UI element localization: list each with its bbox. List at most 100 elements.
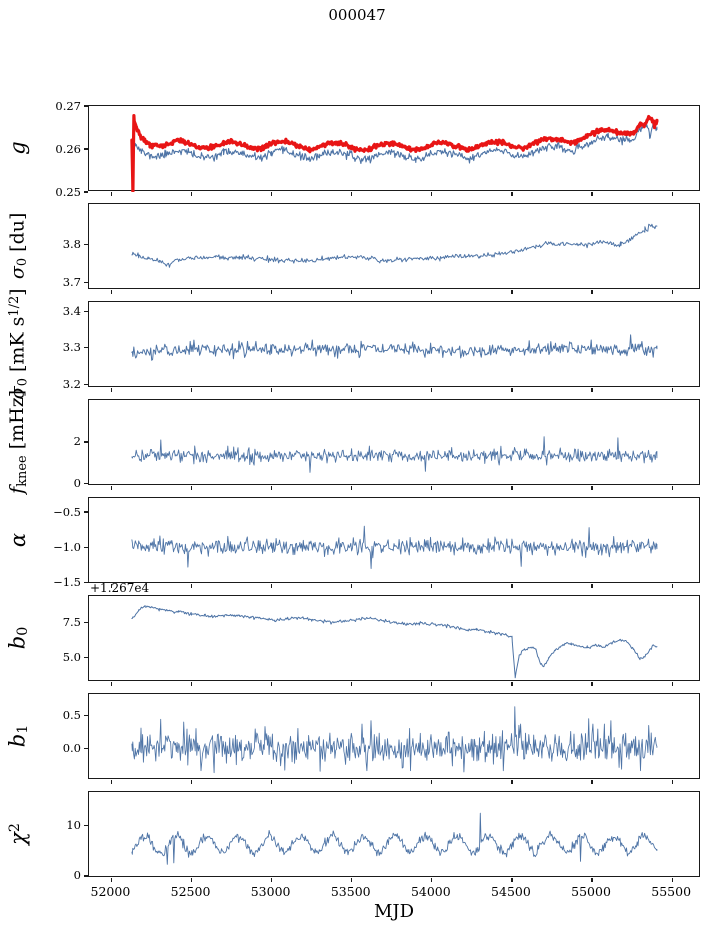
x-tick xyxy=(431,682,433,686)
y-axis-label-fknee: fknee [mHz] xyxy=(1,390,35,494)
x-tick xyxy=(671,780,673,784)
label-segment: f xyxy=(6,486,29,494)
y-tick xyxy=(84,281,88,283)
y-tick-label: −1.0 xyxy=(53,539,81,554)
y-tick-label: 0 xyxy=(73,868,81,883)
x-tick-label: 53500 xyxy=(330,884,371,899)
label-segment: [mK s xyxy=(6,316,29,379)
y-tick xyxy=(84,191,88,193)
x-tick-label: 55500 xyxy=(651,884,692,899)
x-tick xyxy=(511,388,513,392)
y-tick-label: 0.27 xyxy=(55,98,81,113)
y-tick xyxy=(84,748,88,750)
y-axis-label-text: b0 xyxy=(5,627,31,650)
x-tick xyxy=(671,878,673,882)
x-tick xyxy=(671,682,673,686)
y-axis-label-sigma0-mKs: σ0 [mK s1/2] xyxy=(1,289,35,400)
figure-title: 000047 xyxy=(328,6,386,24)
label-segment: b xyxy=(5,733,30,748)
x-tick xyxy=(591,486,593,490)
x-tick xyxy=(431,290,433,294)
y-tick-label: 3.8 xyxy=(62,236,81,251)
y-axis-label-text: g xyxy=(6,141,30,154)
panel-g-plot xyxy=(130,114,659,192)
label-segment: 0 xyxy=(14,626,31,636)
label-segment: σ xyxy=(6,266,29,280)
x-tick xyxy=(271,388,273,392)
panel-fknee: 0 2 fknee [mHz] xyxy=(6,390,700,494)
g-blue-line xyxy=(131,120,658,165)
x-tick xyxy=(190,878,193,882)
x-tick-label: 54000 xyxy=(410,884,451,899)
x-tick xyxy=(110,780,113,784)
panel-sigma0-du: 3.7 3.8 σ0 [du] xyxy=(6,203,700,294)
y-tick xyxy=(84,581,88,584)
y-tick-label: 10 xyxy=(66,817,81,832)
y-tick-label: 0.0 xyxy=(62,741,81,756)
x-tick xyxy=(110,388,113,392)
x-tick xyxy=(511,878,513,882)
x-tick xyxy=(110,486,113,490)
alpha-line xyxy=(131,525,658,569)
x-tick xyxy=(271,878,273,882)
x-tick xyxy=(431,486,433,490)
x-tick xyxy=(431,584,433,588)
x-axis-label: MJD xyxy=(373,901,415,922)
sigma0-mks-line xyxy=(131,334,658,361)
label-segment: b xyxy=(5,635,30,650)
x-tick xyxy=(271,584,273,588)
label-segment: 1 xyxy=(14,724,31,734)
x-tick xyxy=(271,682,273,686)
x-tick xyxy=(591,290,593,294)
x-tick-label: 55000 xyxy=(571,884,611,899)
x-tick xyxy=(591,192,593,196)
x-tick xyxy=(671,192,673,196)
x-tick xyxy=(190,192,193,196)
y-tick-label: 3.4 xyxy=(62,303,81,318)
panel-b1: 0.0 0.5 b1 xyxy=(5,693,700,784)
x-tick xyxy=(190,584,193,588)
b1-line xyxy=(131,706,658,774)
x-tick xyxy=(511,290,513,294)
y-axis-label-sigma0-du: σ0 [du] xyxy=(1,204,35,288)
panel-alpha-plot xyxy=(131,525,658,569)
x-tick xyxy=(591,584,593,588)
y-axis-label-text: σ0 [mK s1/2] xyxy=(6,289,30,400)
panel-b0-plot xyxy=(131,605,658,679)
label-segment: g xyxy=(5,141,30,155)
y-tick-label: −0.5 xyxy=(53,504,81,519)
x-tick-label: 52000 xyxy=(90,884,131,899)
y-tick-label: −1.5 xyxy=(53,575,81,590)
label-segment: ] xyxy=(6,288,29,296)
fknee-line xyxy=(131,436,658,473)
y-tick xyxy=(84,483,88,485)
x-tick xyxy=(351,290,353,294)
label-segment: χ xyxy=(6,832,30,845)
b0-line xyxy=(131,605,658,679)
x-tick xyxy=(511,486,513,490)
y-tick xyxy=(84,657,88,659)
y-tick xyxy=(84,105,88,107)
x-tick xyxy=(351,780,353,784)
panel-sigma0-mKs-plot xyxy=(131,334,658,361)
x-tick xyxy=(511,584,513,588)
y-axis-offset-text: +1.267e4 xyxy=(90,581,150,595)
x-tick xyxy=(110,192,113,196)
x-tick-label: 54500 xyxy=(491,884,531,899)
panel-b0: 5.0 7.5 b0 +1.267e4 xyxy=(5,581,700,686)
y-tick xyxy=(84,148,88,150)
y-tick xyxy=(84,875,88,877)
x-tick xyxy=(671,388,673,392)
y-tick xyxy=(84,714,88,716)
panel-b1-plot xyxy=(131,706,658,774)
label-segment: α xyxy=(6,532,30,548)
y-tick xyxy=(84,441,88,443)
label-segment: 2 xyxy=(6,823,23,833)
y-tick-label: 0 xyxy=(73,476,81,491)
x-tick xyxy=(351,878,353,882)
y-axis-label-b0: b0 xyxy=(1,596,35,680)
x-tick-label: 53000 xyxy=(250,884,291,899)
x-tick xyxy=(351,192,353,196)
x-tick xyxy=(271,290,273,294)
